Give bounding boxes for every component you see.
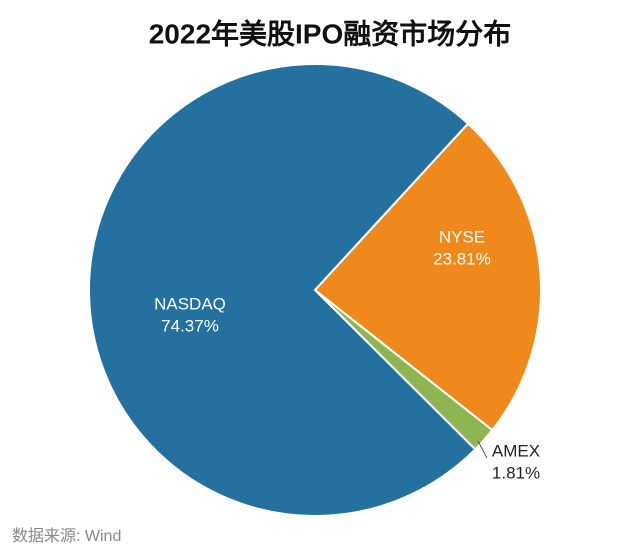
slice-label: NYSE: [439, 227, 485, 246]
pie: NYSE 23.81% AMEX 1.81% NASDAQ 74.37%: [88, 63, 542, 517]
leader-line: [477, 440, 488, 459]
slice-value-label: 1.81%: [492, 463, 540, 482]
source-note: 数据来源: Wind: [12, 527, 121, 545]
chart-title: 2022年美股IPO融资市场分布: [149, 17, 512, 49]
slice-label: NASDAQ: [154, 294, 226, 313]
slice-value-label: 23.81%: [433, 249, 491, 268]
slice-label: AMEX: [492, 441, 540, 460]
pie-slice: [88, 63, 477, 517]
slice-value-label: 74.37%: [161, 316, 219, 335]
pie-slice: [313, 122, 542, 432]
